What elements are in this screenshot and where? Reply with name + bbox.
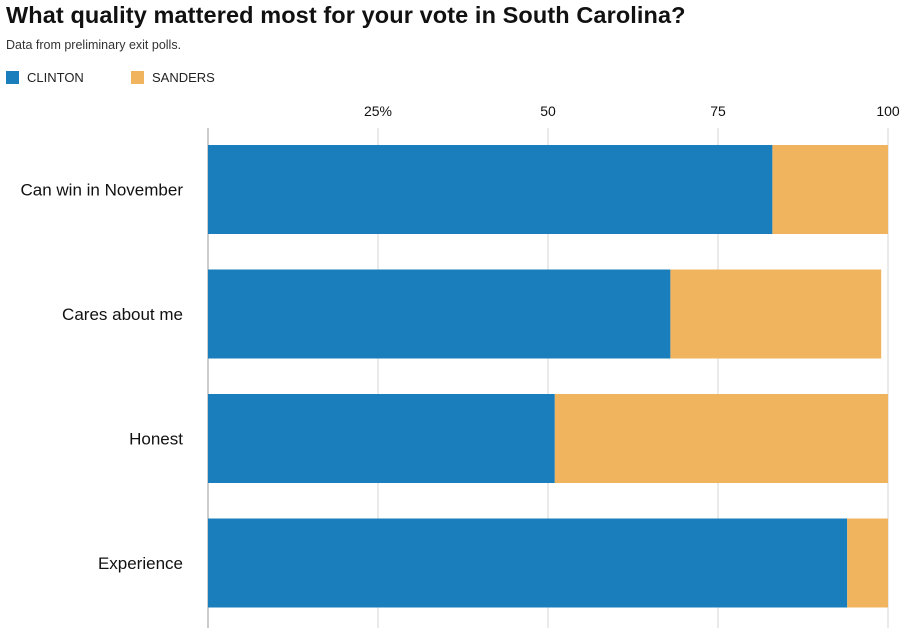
legend-label-clinton: CLINTON [27, 69, 84, 85]
legend-swatch-sanders [131, 70, 144, 84]
category-label-1: Cares about me [62, 305, 183, 324]
legend-item-clinton: CLINTON [6, 68, 84, 86]
category-label-3: Experience [98, 554, 183, 573]
chart-title: What quality mattered most for your vote… [6, 2, 686, 28]
bar-sanders-0 [772, 145, 888, 234]
legend-label-sanders: SANDERS [152, 69, 215, 85]
legend-item-sanders: SANDERS [131, 68, 215, 86]
bar-sanders-3 [847, 518, 888, 608]
legend-swatch-clinton [6, 70, 19, 84]
chart-subtitle: Data from preliminary exit polls. [6, 38, 182, 52]
bar-clinton-3 [208, 518, 848, 608]
bar-clinton-1 [208, 269, 671, 359]
bar-clinton-0 [208, 145, 773, 234]
x-tick-label-100: 100 [876, 103, 900, 119]
bar-sanders-1 [670, 269, 882, 359]
bar-sanders-2 [554, 394, 888, 483]
x-tick-label-50: 50 [540, 103, 556, 119]
x-tick-label-75: 75 [710, 103, 726, 119]
category-label-2: Honest [129, 430, 183, 449]
x-tick-label-25: 25% [364, 103, 392, 119]
category-label-0: Can win in November [20, 181, 183, 200]
bar-clinton-2 [208, 394, 555, 483]
